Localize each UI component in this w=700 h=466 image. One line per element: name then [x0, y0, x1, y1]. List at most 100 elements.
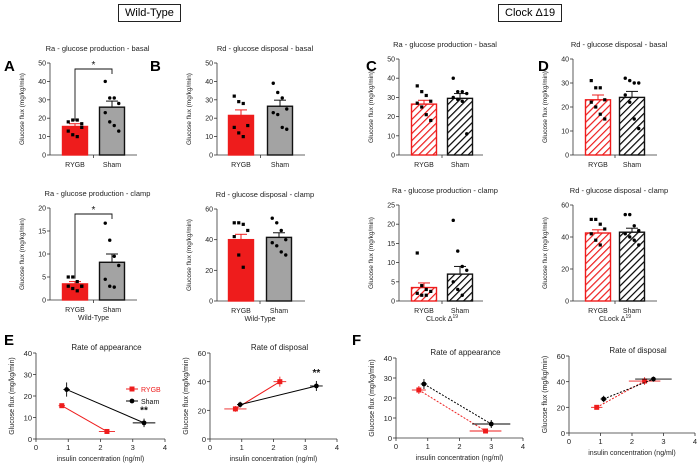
data-point [623, 93, 627, 97]
significance-label: * [92, 205, 96, 216]
bar-sham [618, 231, 646, 302]
significance-bracket [74, 213, 113, 279]
y-axis-label: Glucose flux (mg/kg/min) [542, 356, 549, 433]
data-point-rygb [104, 428, 110, 434]
y-tick-label: 40 [38, 79, 46, 86]
y-axis-label: Glucose flux (mg/kg/min) [186, 73, 193, 145]
data-point-rygb [59, 403, 65, 409]
data-point [451, 95, 455, 100]
data-point [456, 97, 460, 102]
data-point [415, 251, 419, 255]
x-tick-label: RYGB [65, 162, 85, 169]
data-point [112, 123, 116, 128]
data-point [429, 118, 433, 123]
bar-rygb [61, 283, 89, 301]
data-point [632, 117, 636, 121]
data-point [66, 275, 70, 279]
data-point [420, 105, 424, 109]
data-point [456, 287, 460, 292]
wild-type-header: Wild-Type [118, 4, 181, 22]
data-point [465, 132, 469, 136]
data-point [103, 277, 107, 281]
bar-rygb [410, 103, 438, 156]
y-tick-label: 40 [24, 349, 32, 358]
panel-letter-c: C [366, 58, 377, 75]
x-tick-label: 2 [98, 443, 102, 452]
data-point [237, 100, 241, 104]
data-point [603, 227, 607, 231]
y-tick-label: 0 [209, 153, 213, 160]
y-tick-label: 0 [565, 299, 569, 306]
data-point-sham [488, 421, 494, 427]
chart-title: Rd - glucose disposal - clamp [570, 186, 668, 195]
y-tick-label: 0 [28, 435, 32, 444]
data-point [594, 217, 598, 221]
data-point [276, 112, 280, 117]
data-point [108, 238, 112, 242]
y-tick-label: 40 [198, 378, 206, 387]
data-point [246, 228, 250, 233]
data-point [460, 89, 464, 94]
x-tick-label: Sham [623, 308, 641, 315]
data-point [623, 76, 627, 80]
data-point-sham [237, 402, 243, 407]
y-tick-label: 10 [24, 414, 32, 423]
data-point [103, 79, 107, 84]
data-point [75, 118, 79, 122]
legend-marker [129, 398, 135, 404]
y-tick-label: 60 [561, 203, 569, 210]
y-tick-label: 50 [387, 57, 395, 64]
panel-letter-d: D [538, 58, 549, 75]
y-tick-label: 20 [205, 268, 213, 275]
x-tick-label: 4 [163, 443, 167, 452]
legend-label: Sham [141, 399, 159, 406]
group-label: CLock Δ19 [426, 314, 458, 323]
data-point [232, 94, 236, 98]
y-tick-label: 20 [384, 394, 392, 403]
data-point [424, 93, 428, 98]
y-axis-label: Glucose flux (mg/kg/min) [183, 357, 190, 434]
data-point [637, 228, 641, 233]
data-point [424, 293, 428, 297]
data-point [460, 99, 464, 103]
data-point [415, 291, 419, 295]
data-point [108, 120, 112, 124]
clock-header: Clock Δ19 [498, 4, 563, 22]
x-tick-label: 2 [630, 437, 634, 446]
chart-title: Rate of disposal [251, 343, 309, 352]
y-tick-label: 50 [205, 61, 213, 68]
y-tick-label: 0 [388, 434, 392, 443]
y-axis-label: Glucose flux (mg/kg/min) [542, 71, 549, 143]
y-tick-label: 40 [561, 57, 569, 64]
x-tick-label: RYGB [588, 162, 608, 169]
y-axis-label: Glucose flux (mg/kg/min) [368, 71, 375, 143]
data-point-sham [313, 383, 319, 389]
y-tick-label: 10 [38, 252, 46, 259]
x-tick-label: Sham [270, 308, 288, 315]
x-tick-label: 1 [598, 437, 602, 446]
data-point [603, 98, 607, 102]
data-point [71, 133, 75, 137]
y-axis-label: Glucose flux (mg/kg/min) [369, 359, 376, 436]
legend-label: RYGB [141, 387, 161, 394]
series-line-sham [603, 378, 654, 400]
data-point [270, 216, 274, 220]
x-tick-label: 0 [394, 442, 398, 451]
x-tick-label: 2 [457, 442, 461, 451]
data-point [594, 105, 598, 109]
x-tick-label: RYGB [588, 308, 608, 315]
data-point [117, 101, 121, 106]
x-tick-label: Sham [103, 162, 121, 169]
y-tick-label: 0 [561, 429, 565, 438]
bar-sham [98, 106, 126, 156]
data-point [237, 131, 241, 135]
data-point [71, 286, 75, 291]
series-line-sham [240, 385, 317, 406]
y-tick-label: 0 [209, 299, 213, 306]
data-point [460, 293, 464, 297]
data-point [75, 289, 79, 293]
significance-label: * [92, 60, 96, 71]
data-point [112, 96, 116, 100]
data-point [280, 125, 284, 130]
